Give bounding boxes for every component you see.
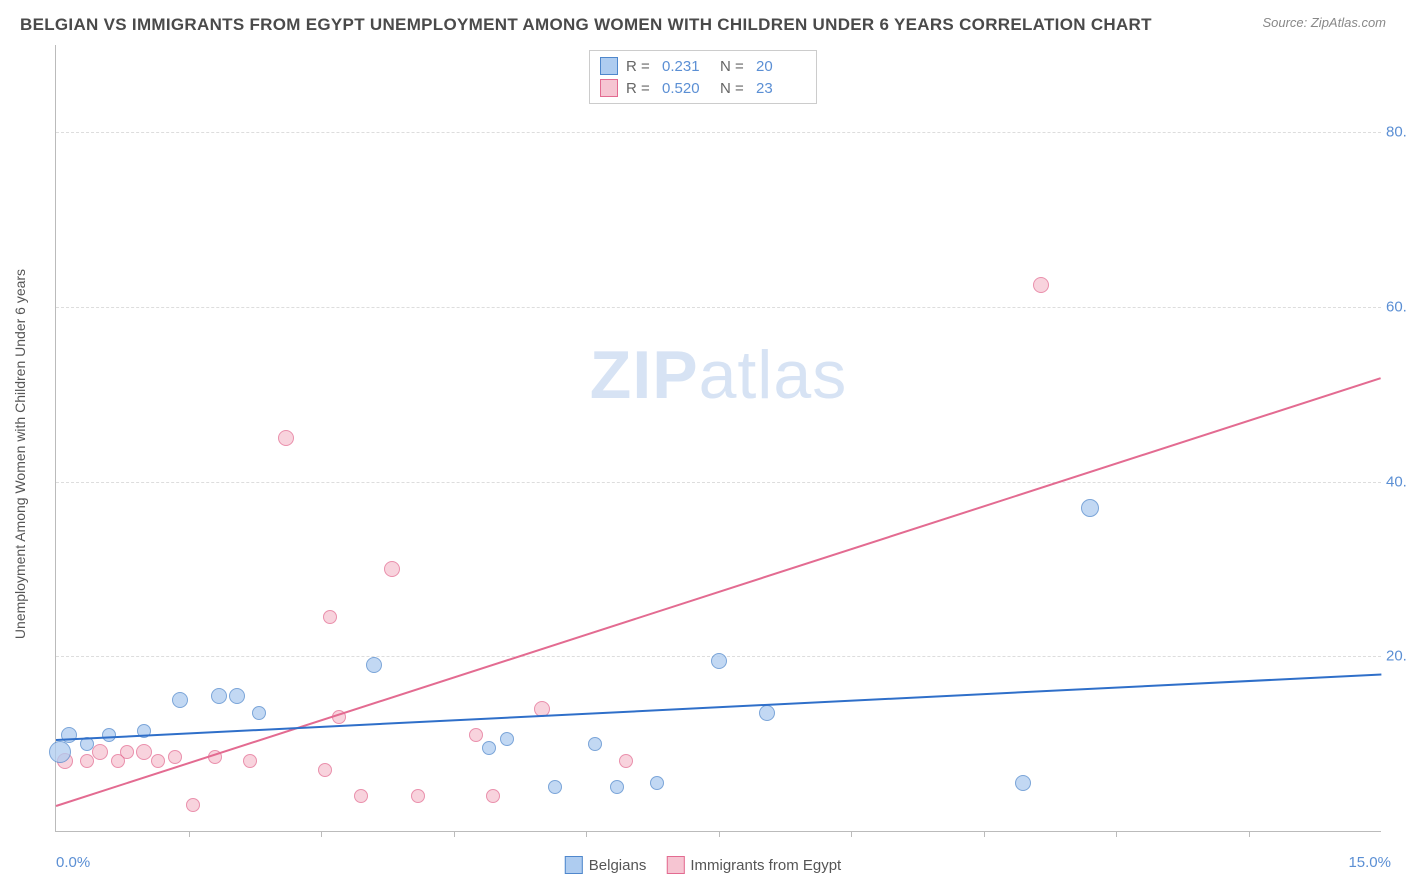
legend-n-label: N =: [720, 80, 748, 97]
pink-point: [186, 798, 200, 812]
pink-point: [168, 750, 182, 764]
blue-point: [650, 776, 664, 790]
x-axis-start: 0.0%: [56, 854, 90, 871]
pink-point: [243, 754, 257, 768]
blue-point: [610, 780, 624, 794]
x-tick: [1116, 831, 1117, 837]
watermark: ZIPatlas: [590, 336, 847, 414]
source-label: Source: ZipAtlas.com: [1262, 15, 1386, 30]
blue-point: [102, 728, 116, 742]
blue-point: [229, 688, 245, 704]
legend-series-item: Belgians: [565, 856, 647, 874]
pink-point: [1033, 277, 1049, 293]
x-tick: [586, 831, 587, 837]
blue-point: [482, 741, 496, 755]
blue-point: [49, 741, 71, 763]
pink-point: [318, 763, 332, 777]
blue-point: [252, 706, 266, 720]
legend-r-value: 0.520: [662, 80, 712, 97]
chart-title: BELGIAN VS IMMIGRANTS FROM EGYPT UNEMPLO…: [20, 15, 1152, 35]
blue-point: [172, 692, 188, 708]
x-tick: [321, 831, 322, 837]
gridline: [56, 482, 1381, 483]
gridline: [56, 307, 1381, 308]
legend-n-label: N =: [720, 58, 748, 75]
y-axis-label: Unemployment Among Women with Children U…: [12, 269, 28, 639]
pink-point: [120, 745, 134, 759]
legend-n-value: 20: [756, 58, 806, 75]
legend-correlation: R = 0.231 N = 20 R = 0.520 N = 23: [589, 50, 817, 104]
gridline: [56, 132, 1381, 133]
legend-correlation-row: R = 0.231 N = 20: [600, 55, 806, 77]
x-tick: [719, 831, 720, 837]
legend-n-value: 23: [756, 80, 806, 97]
legend-swatch: [666, 856, 684, 874]
legend-series: Belgians Immigrants from Egypt: [565, 856, 841, 874]
blue-point: [548, 780, 562, 794]
legend-series-item: Immigrants from Egypt: [666, 856, 841, 874]
x-axis-end: 15.0%: [1348, 854, 1391, 871]
blue-point: [1081, 499, 1099, 517]
y-tick-label: 20.0%: [1386, 648, 1406, 665]
legend-correlation-row: R = 0.520 N = 23: [600, 77, 806, 99]
pink-point: [323, 610, 337, 624]
pink-point: [278, 430, 294, 446]
blue-point: [588, 737, 602, 751]
blue-point: [366, 657, 382, 673]
x-tick: [984, 831, 985, 837]
legend-series-label: Immigrants from Egypt: [690, 857, 841, 874]
pink-point: [486, 789, 500, 803]
pink-point: [80, 754, 94, 768]
pink-point: [92, 744, 108, 760]
plot-area: ZIPatlas 0.0% 15.0% 20.0%40.0%60.0%80.0%: [55, 45, 1381, 832]
pink-point: [384, 561, 400, 577]
legend-swatch: [600, 79, 618, 97]
blue-point: [211, 688, 227, 704]
x-tick: [454, 831, 455, 837]
legend-r-label: R =: [626, 58, 654, 75]
blue-point: [1015, 775, 1031, 791]
y-tick-label: 40.0%: [1386, 473, 1406, 490]
legend-swatch: [600, 57, 618, 75]
legend-swatch: [565, 856, 583, 874]
legend-r-label: R =: [626, 80, 654, 97]
y-tick-label: 80.0%: [1386, 124, 1406, 141]
x-tick: [1249, 831, 1250, 837]
legend-series-label: Belgians: [589, 857, 647, 874]
pink-point: [354, 789, 368, 803]
pink-point: [411, 789, 425, 803]
pink-point: [619, 754, 633, 768]
y-tick-label: 60.0%: [1386, 299, 1406, 316]
x-tick: [189, 831, 190, 837]
blue-point: [711, 653, 727, 669]
pink-point: [469, 728, 483, 742]
pink-point: [151, 754, 165, 768]
blue-point: [759, 705, 775, 721]
blue-point: [500, 732, 514, 746]
legend-r-value: 0.231: [662, 58, 712, 75]
pink-trendline: [56, 377, 1382, 807]
x-tick: [851, 831, 852, 837]
